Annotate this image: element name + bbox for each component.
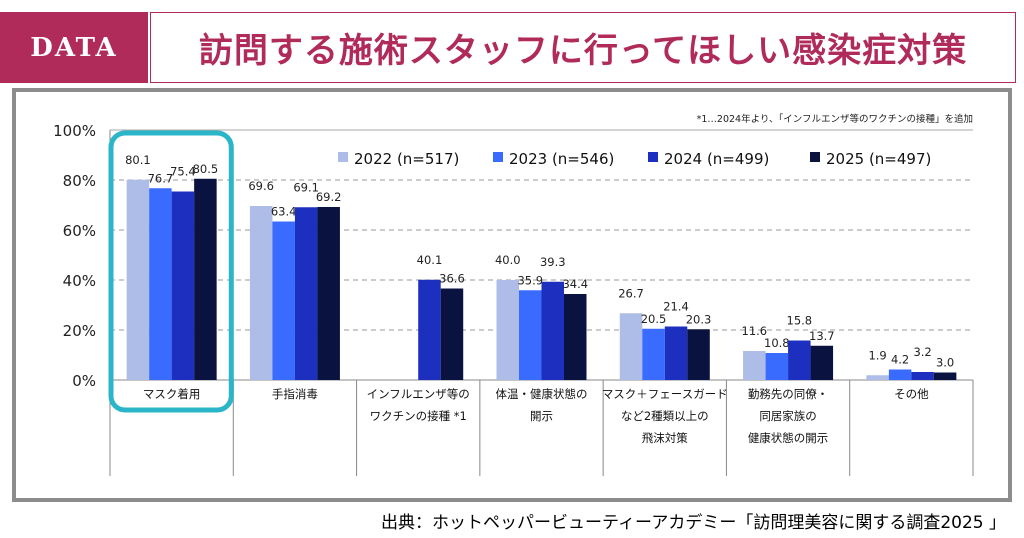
data-label: 35.9 bbox=[517, 273, 543, 287]
data-label: 76.7 bbox=[148, 171, 174, 185]
data-label: 10.8 bbox=[764, 336, 790, 350]
category-label: 体温・健康状態の bbox=[496, 387, 588, 401]
category-label: など2種類以上の bbox=[621, 409, 709, 423]
data-label: 20.5 bbox=[641, 312, 667, 326]
category-label: 勤務先の同僚・ bbox=[748, 387, 829, 401]
source-caption: 出典：ホットペッパービューティーアカデミー「訪問理美容に関する調査2025 」 bbox=[381, 513, 1006, 533]
data-label: 34.4 bbox=[562, 277, 588, 291]
data-label: 69.2 bbox=[316, 190, 342, 204]
data-badge: DATA bbox=[0, 12, 148, 83]
data-label: 80.1 bbox=[125, 153, 151, 167]
bar bbox=[743, 351, 766, 380]
bar bbox=[126, 179, 150, 380]
data-label: 69.6 bbox=[248, 179, 274, 193]
data-label: 40.1 bbox=[417, 253, 443, 267]
data-label: 80.5 bbox=[193, 162, 219, 176]
bar bbox=[272, 221, 295, 380]
category-label: 手指消毒 bbox=[272, 387, 318, 401]
bar bbox=[888, 369, 912, 380]
y-tick-label: 80% bbox=[63, 172, 96, 190]
y-tick-label: 40% bbox=[63, 272, 96, 290]
legend-swatch bbox=[493, 152, 503, 162]
bar bbox=[249, 206, 273, 380]
category-label: 同居家族の bbox=[759, 409, 817, 423]
category-label: その他 bbox=[894, 387, 929, 401]
category-label: 飛沫対策 bbox=[642, 431, 688, 445]
legend-swatch bbox=[648, 152, 658, 162]
category-label: 健康状態の開示 bbox=[748, 431, 829, 445]
legend-label: 2024 (n=499) bbox=[664, 150, 769, 168]
bar bbox=[418, 279, 441, 380]
bar bbox=[765, 353, 789, 380]
data-label: 13.7 bbox=[809, 329, 835, 343]
bar bbox=[317, 207, 340, 380]
data-label: 1.9 bbox=[868, 348, 886, 362]
category-label: 開示 bbox=[530, 409, 553, 423]
bar bbox=[911, 372, 934, 380]
bar bbox=[664, 326, 688, 380]
footnote: *1…2024年より、「インフルエンザ等のワクチンの接種」を追加 bbox=[697, 113, 973, 125]
data-label: 20.3 bbox=[686, 312, 712, 326]
category-label: マスク着用 bbox=[143, 387, 201, 401]
legend-label: 2023 (n=546) bbox=[509, 150, 614, 168]
data-label: 3.2 bbox=[913, 345, 931, 359]
bar bbox=[564, 294, 587, 380]
bar bbox=[866, 375, 889, 380]
data-label: 21.4 bbox=[663, 300, 689, 314]
y-tick-label: 100% bbox=[53, 122, 96, 140]
data-label: 36.6 bbox=[439, 272, 465, 286]
legend-swatch bbox=[810, 152, 820, 162]
legend-label: 2025 (n=497) bbox=[826, 150, 931, 168]
category-label: インフルエンザ等の bbox=[367, 387, 470, 401]
highlight-box bbox=[108, 130, 234, 413]
data-label: 39.3 bbox=[540, 255, 566, 269]
bar bbox=[440, 288, 464, 380]
data-label: 11.6 bbox=[742, 324, 768, 338]
bar bbox=[788, 340, 811, 380]
bar bbox=[810, 345, 834, 380]
data-label: 26.7 bbox=[618, 286, 644, 300]
page-title: 訪問する施術スタッフに行ってほしい感染症対策 bbox=[150, 12, 1016, 83]
data-label: 75.4 bbox=[170, 165, 196, 179]
bar bbox=[642, 328, 665, 380]
category-label: ワクチンの接種 *1 bbox=[370, 409, 467, 423]
data-label: 4.2 bbox=[891, 353, 909, 367]
bar bbox=[619, 313, 643, 380]
bar bbox=[519, 290, 542, 380]
bar bbox=[149, 188, 172, 380]
legend-label: 2022 (n=517) bbox=[354, 150, 459, 168]
y-tick-label: 0% bbox=[72, 372, 96, 390]
bar bbox=[294, 207, 318, 380]
data-label: 63.4 bbox=[271, 205, 297, 219]
data-label: 3.0 bbox=[936, 356, 954, 370]
bar bbox=[496, 280, 519, 380]
bar bbox=[541, 281, 564, 380]
y-tick-label: 60% bbox=[63, 222, 96, 240]
category-label: マスク＋フェースガード bbox=[602, 387, 728, 401]
data-label: 40.0 bbox=[495, 253, 521, 267]
legend-swatch bbox=[338, 152, 348, 162]
y-tick-label: 20% bbox=[63, 322, 96, 340]
bar bbox=[687, 329, 710, 380]
bar bbox=[194, 178, 217, 380]
data-label: 15.8 bbox=[787, 314, 813, 328]
bar bbox=[933, 372, 957, 380]
bar bbox=[171, 191, 195, 380]
data-label: 69.1 bbox=[293, 180, 319, 194]
